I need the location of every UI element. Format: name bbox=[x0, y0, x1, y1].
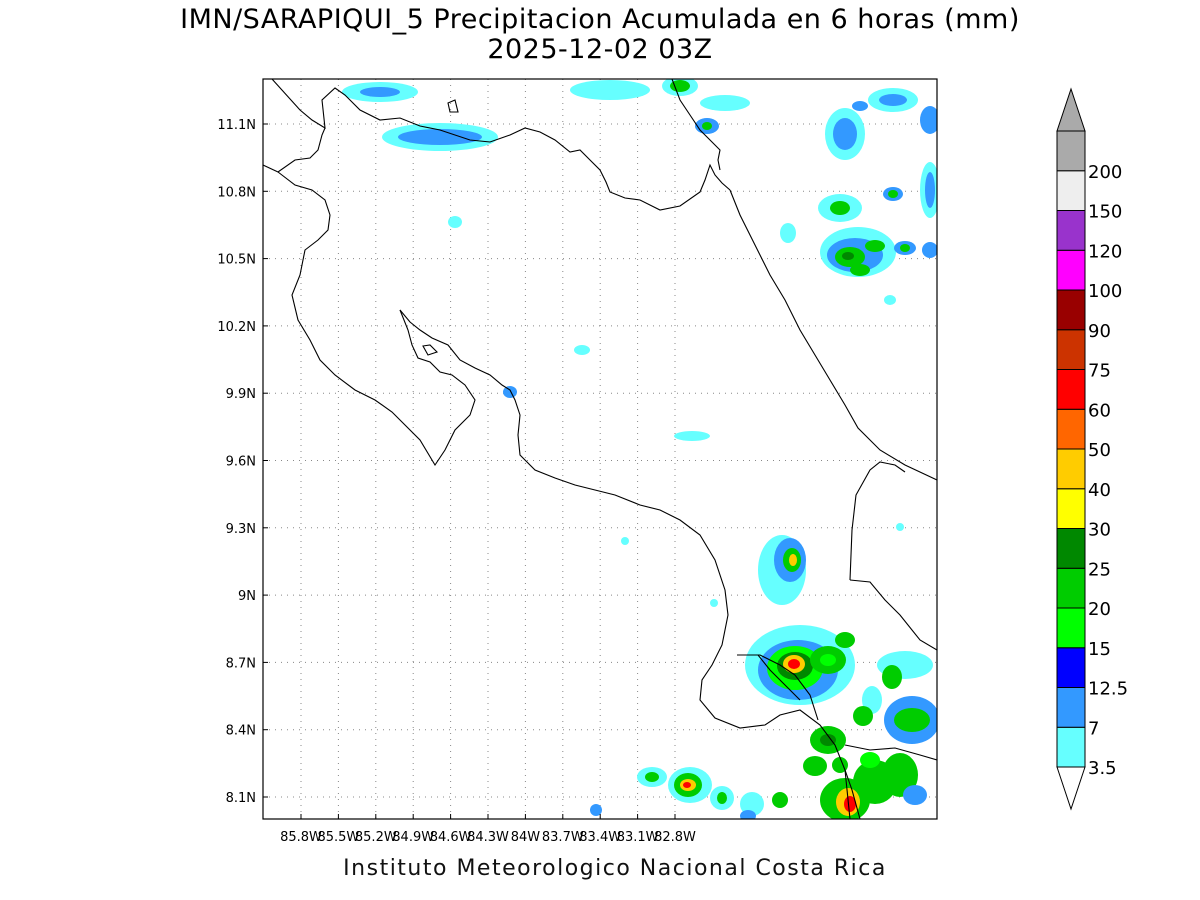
colorbar-label: 25 bbox=[1088, 559, 1111, 580]
footer-credit: Instituto Meteorologico Nacional Costa R… bbox=[343, 856, 887, 881]
lat-tick-label: 9.3N bbox=[226, 522, 256, 537]
precip-blob bbox=[342, 80, 718, 607]
colorbar-label: 30 bbox=[1088, 520, 1111, 541]
colorbar-swatch bbox=[1056, 567, 1086, 609]
colorbar-swatch bbox=[1056, 289, 1086, 331]
colorbar-swatch bbox=[1056, 329, 1086, 370]
colorbar-swatch bbox=[1056, 130, 1086, 172]
colorbar-swatch bbox=[1056, 607, 1086, 649]
lon-tick-label: 83.4W bbox=[579, 830, 621, 845]
colorbar-swatch bbox=[1056, 170, 1086, 211]
map-subtitle-datetime: 2025-12-02 03Z bbox=[487, 34, 713, 65]
colorbar-label: 50 bbox=[1088, 440, 1111, 461]
colorbar-bottom-arrow bbox=[1056, 766, 1086, 811]
lat-tick-label: 8.1N bbox=[226, 791, 256, 806]
lon-tick-label: 82.8W bbox=[654, 830, 696, 845]
lat-tick-label: 9N bbox=[238, 589, 256, 604]
map-frame bbox=[262, 78, 938, 820]
colorbar-label: 75 bbox=[1088, 361, 1111, 382]
colorbar-label: 7 bbox=[1088, 718, 1099, 739]
lon-tick-label: 85.2W bbox=[355, 830, 397, 845]
precip-field bbox=[342, 79, 937, 819]
lat-tick-label: 8.7N bbox=[226, 656, 256, 671]
precip-colorbar: 3.5 7 12.5 15 20 25 30 40 50 60 75 90 100 120 150 200 bbox=[1056, 87, 1128, 811]
lon-tick-label: 85.5W bbox=[317, 830, 359, 845]
lon-tick-label: 84.9W bbox=[392, 830, 434, 845]
colorbar-swatch bbox=[1056, 647, 1086, 688]
lon-tick-label: 83.7W bbox=[542, 830, 584, 845]
lat-tick-label: 10.8N bbox=[217, 185, 256, 200]
map-gridlines bbox=[263, 79, 937, 819]
colorbar-label: 3.5 bbox=[1088, 758, 1117, 779]
colorbar-swatch bbox=[1056, 687, 1086, 728]
colorbar-label: 20 bbox=[1088, 599, 1111, 620]
colorbar-swatch bbox=[1056, 448, 1086, 490]
colorbar-label: 200 bbox=[1088, 162, 1122, 183]
colorbar-label: 120 bbox=[1088, 241, 1122, 262]
colorbar-swatch bbox=[1056, 210, 1086, 251]
lat-tick-label: 10.5N bbox=[217, 253, 256, 268]
colorbar-label: 12.5 bbox=[1088, 679, 1128, 700]
colorbar-swatch bbox=[1056, 408, 1086, 450]
precip-blob bbox=[662, 79, 937, 305]
colorbar-top-arrow bbox=[1056, 87, 1086, 132]
lat-tick-label: 8.4N bbox=[226, 724, 256, 739]
colorbar-swatch bbox=[1056, 249, 1086, 291]
lon-tick-label: 84.3W bbox=[467, 830, 509, 845]
lat-tick-label: 9.9N bbox=[226, 387, 256, 402]
colorbar-label: 100 bbox=[1088, 281, 1122, 302]
colorbar-swatch bbox=[1056, 726, 1086, 768]
lon-tick-label: 84W bbox=[511, 830, 541, 845]
colorbar-label: 90 bbox=[1088, 321, 1111, 342]
colorbar-label: 60 bbox=[1088, 400, 1111, 421]
colorbar-label: 15 bbox=[1088, 639, 1111, 660]
lon-tick-label: 83.1W bbox=[617, 830, 659, 845]
lat-axis: 8.1N 8.4N 8.7N 9N 9.3N 9.6N 9.9N 10.2N 10.5N 10.8… bbox=[217, 118, 268, 806]
colorbar-swatch bbox=[1056, 369, 1086, 410]
lat-tick-label: 10.2N bbox=[217, 320, 256, 335]
map-title: IMN/SARAPIQUI_5 Precipitacion Acumulada … bbox=[180, 4, 1020, 35]
precip-blob bbox=[590, 523, 937, 819]
lat-tick-label: 11.1N bbox=[217, 118, 256, 133]
colorbar-label: 150 bbox=[1088, 202, 1122, 223]
coastline bbox=[263, 79, 937, 819]
lon-tick-label: 85.8W bbox=[280, 830, 322, 845]
lon-tick-label: 84.6W bbox=[430, 830, 472, 845]
colorbar-swatch bbox=[1056, 528, 1086, 569]
colorbar-label: 40 bbox=[1088, 480, 1111, 501]
colorbar-swatch bbox=[1056, 488, 1086, 529]
lat-tick-label: 9.6N bbox=[226, 455, 256, 470]
